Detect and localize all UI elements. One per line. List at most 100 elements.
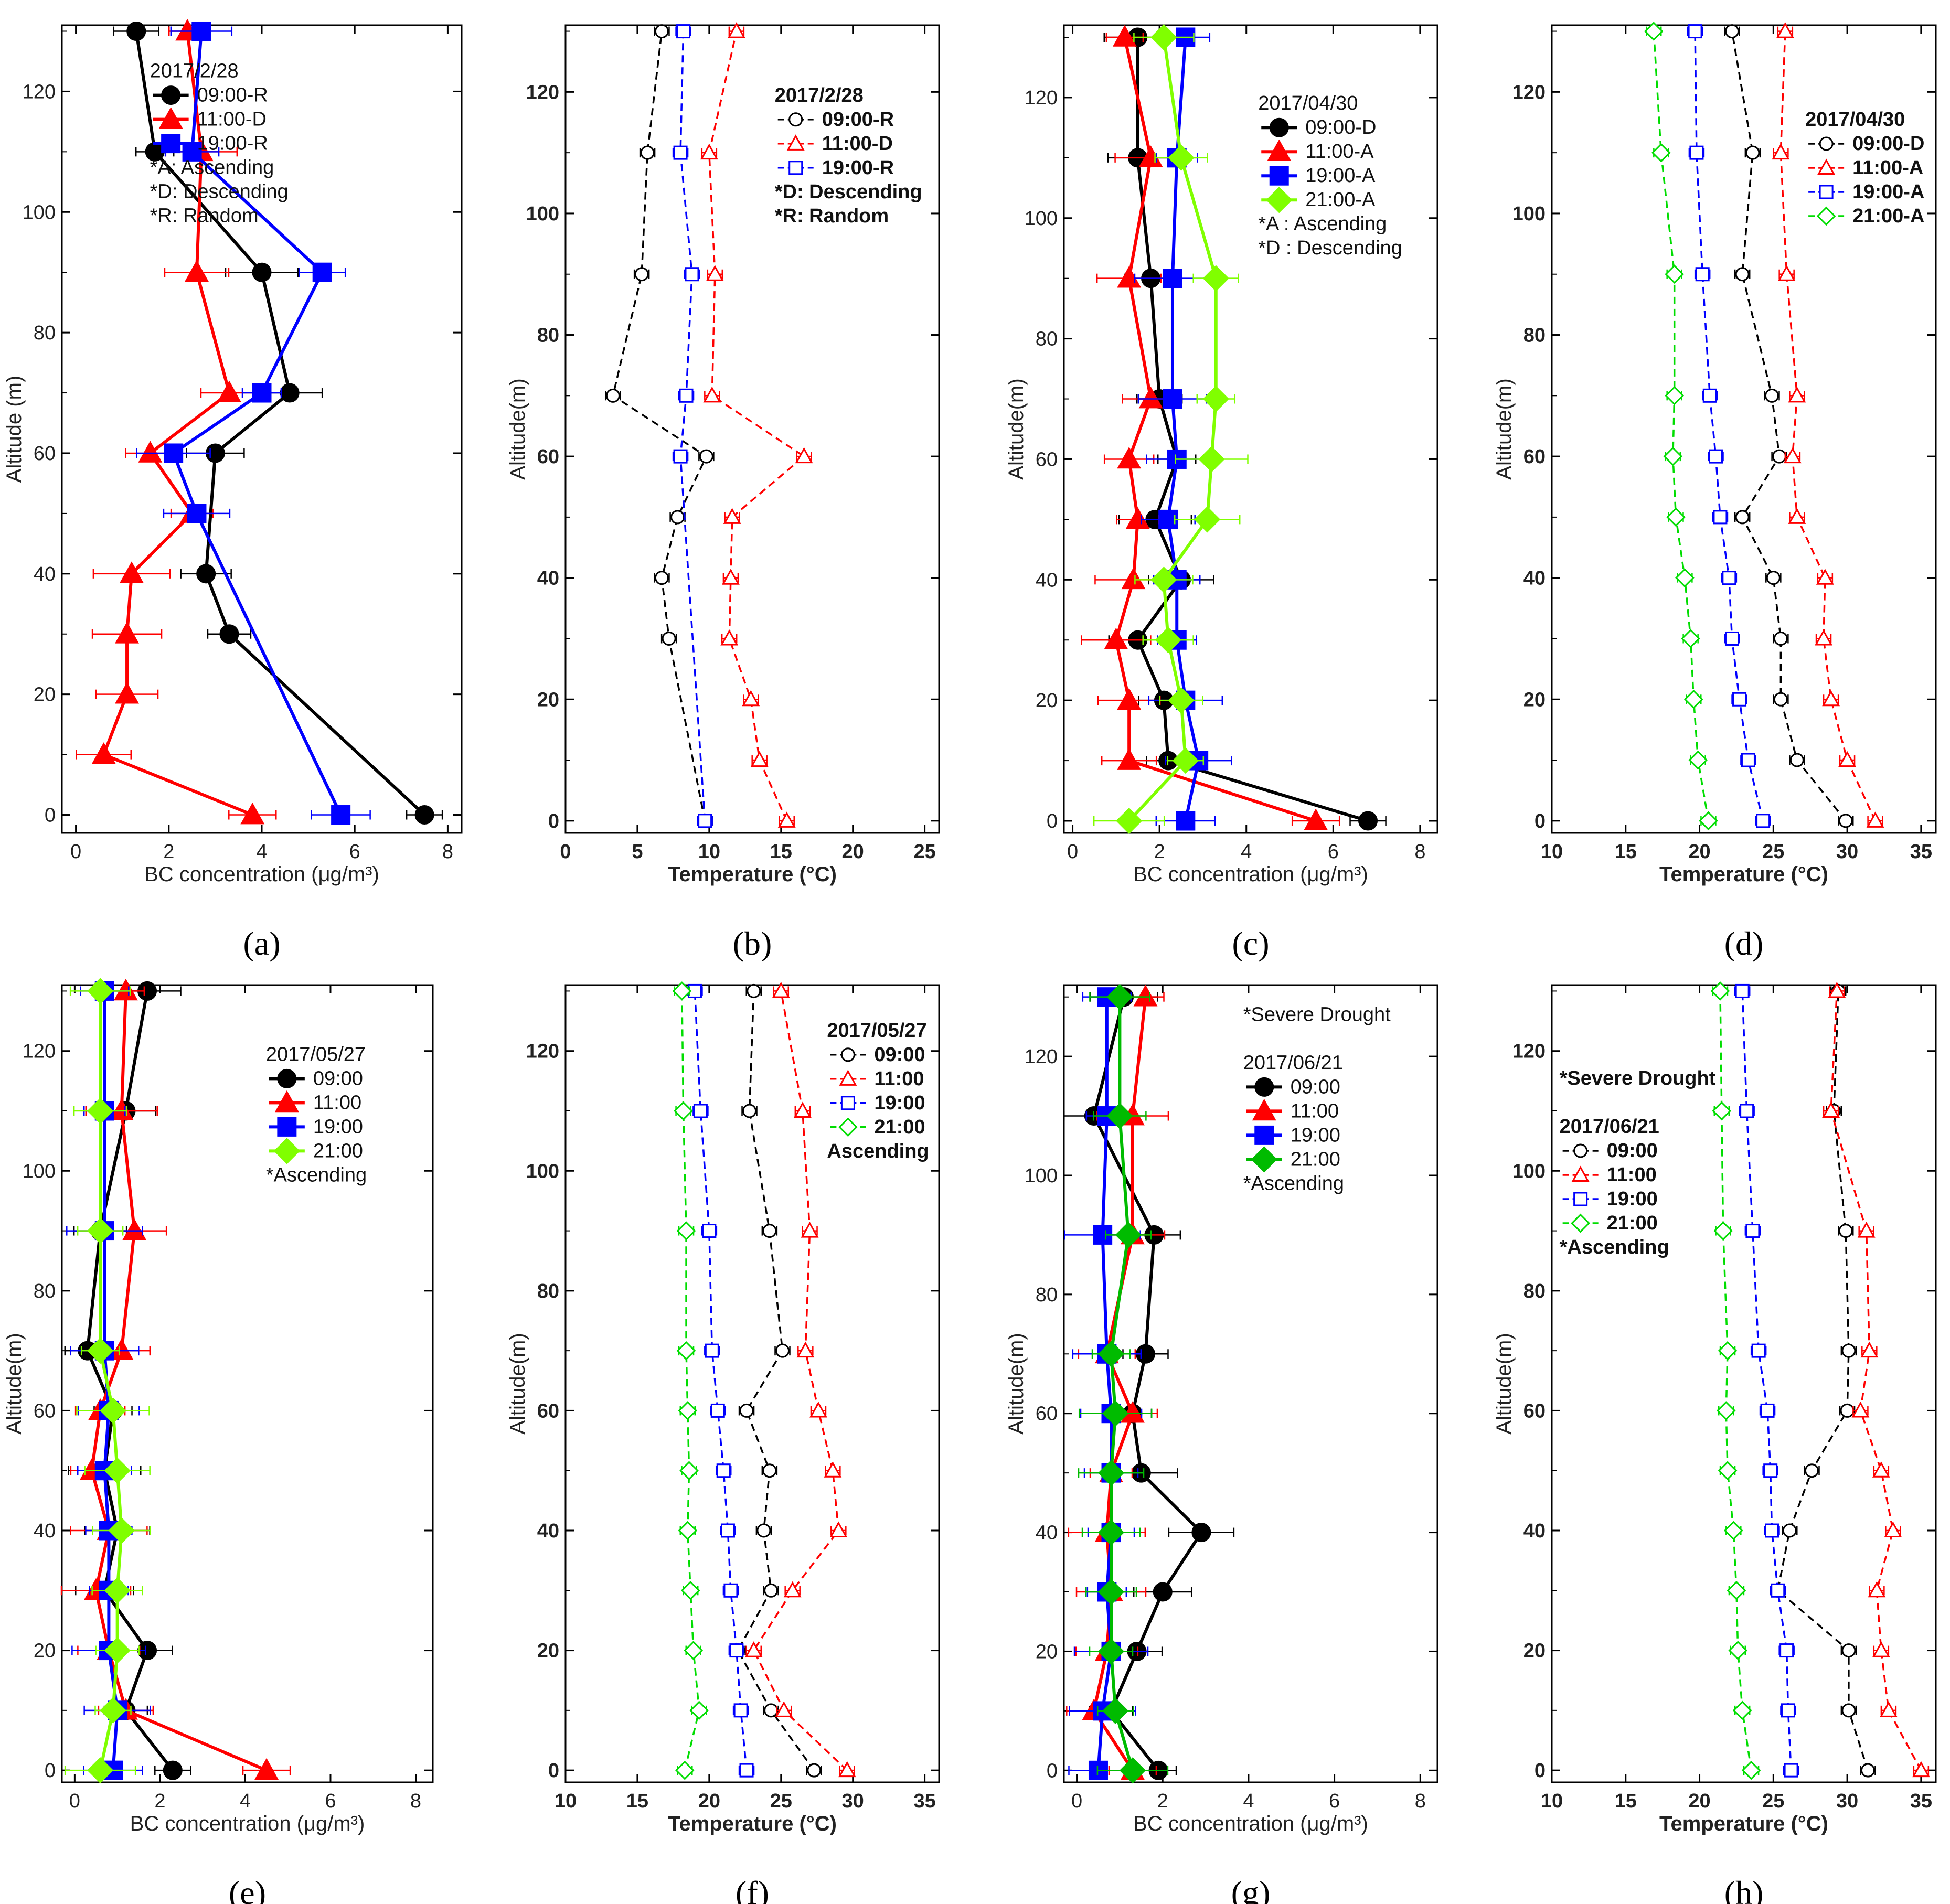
data-point xyxy=(163,1760,183,1780)
plot-frame xyxy=(61,984,434,1783)
data-point xyxy=(240,803,265,825)
data-point xyxy=(1779,1643,1794,1658)
data-point xyxy=(1766,571,1781,585)
data-point xyxy=(1772,449,1787,464)
legend-label: 19:00 xyxy=(313,1116,363,1138)
data-point xyxy=(678,1521,698,1541)
data-point xyxy=(1816,569,1834,585)
x-tick-label: 15 xyxy=(1615,841,1637,863)
y-tick-label: 20 xyxy=(34,684,56,706)
y-tick-label: 120 xyxy=(1512,1041,1546,1063)
legend-label: 19:00-A xyxy=(1305,165,1376,187)
y-axis-label: Altitude(m) xyxy=(1493,1333,1516,1434)
data-point xyxy=(1117,446,1142,469)
data-point xyxy=(1675,568,1695,588)
x-tick-label: 0 xyxy=(69,1790,80,1812)
note-text: *R: Random xyxy=(775,205,889,227)
data-point xyxy=(100,1697,126,1724)
data-point xyxy=(312,262,332,282)
data-point xyxy=(1097,1638,1125,1665)
x-tick-label: 8 xyxy=(1414,841,1425,863)
data-point xyxy=(1777,265,1796,281)
data-point xyxy=(710,1403,725,1418)
data-point xyxy=(1781,1703,1795,1718)
data-point xyxy=(1763,1463,1778,1478)
data-point xyxy=(1683,689,1703,709)
y-tick-label: 100 xyxy=(526,203,559,225)
data-point xyxy=(1106,1103,1133,1129)
annotation-text: *Severe Drought xyxy=(1560,1067,1716,1089)
y-axis-label: Altitude(m) xyxy=(1005,1333,1028,1434)
panel-h: 0 20 40 60 80 100 120 10 15 20 25 30 35 Temperature (… xyxy=(1493,981,1937,1904)
data-point xyxy=(1119,1757,1146,1784)
data-point xyxy=(762,1224,777,1238)
legend-label: 09:00-R xyxy=(197,84,268,106)
data-point xyxy=(676,1341,696,1361)
legend-marker xyxy=(1571,1213,1590,1233)
data-point xyxy=(1168,144,1195,171)
data-point xyxy=(1822,1101,1840,1118)
legend-marker xyxy=(1573,1143,1588,1158)
data-point xyxy=(1851,1401,1870,1418)
legend-label: 21:00-A xyxy=(1305,189,1376,211)
data-point xyxy=(87,1097,114,1125)
legend-marker xyxy=(1816,206,1836,226)
x-tick-label: 10 xyxy=(1541,1790,1563,1812)
legend-marker xyxy=(786,134,805,151)
data-point xyxy=(1912,1761,1930,1778)
data-point xyxy=(1735,267,1750,282)
legend-marker xyxy=(274,1090,299,1113)
y-axis-label: Altitude(m) xyxy=(1005,378,1028,479)
plot-frame xyxy=(1063,24,1438,834)
note-text: *D : Descending xyxy=(1258,237,1402,259)
y-tick-label: 80 xyxy=(537,325,559,347)
data-point xyxy=(1709,449,1723,464)
data-point xyxy=(1868,1581,1886,1598)
series-line xyxy=(1830,991,1922,1771)
data-point xyxy=(1718,1461,1738,1481)
x-tick-label: 8 xyxy=(1415,1790,1426,1812)
y-tick-label: 100 xyxy=(1025,1165,1058,1187)
x-tick-label: 15 xyxy=(626,1790,648,1812)
data-point xyxy=(1117,688,1142,710)
note-text: *R: Random xyxy=(150,205,259,227)
legend-label: 09:00-D xyxy=(1852,133,1924,155)
y-tick-label: 60 xyxy=(537,446,559,468)
data-point xyxy=(217,380,241,402)
data-point xyxy=(108,1517,135,1544)
x-tick-label: 4 xyxy=(256,841,267,863)
legend-label: 11:00 xyxy=(874,1068,924,1090)
data-point xyxy=(1732,692,1747,707)
data-point xyxy=(1695,267,1710,282)
legend-marker xyxy=(1269,166,1289,186)
series-11:00-D xyxy=(700,22,813,828)
legend-label: 19:00-R xyxy=(197,133,268,155)
data-point xyxy=(1102,1697,1129,1724)
data-point xyxy=(1872,1641,1890,1657)
annotation-text: 2017/04/30 xyxy=(1805,109,1905,131)
series-09:00 xyxy=(1770,983,1876,1778)
x-tick-label: 8 xyxy=(410,1790,421,1812)
x-tick-label: 30 xyxy=(1836,1790,1858,1812)
series-line xyxy=(1741,991,1792,1771)
data-point xyxy=(252,262,272,282)
data-point xyxy=(113,978,138,1001)
data-point xyxy=(1776,22,1794,38)
data-point xyxy=(716,1463,731,1478)
data-point xyxy=(723,508,741,524)
y-tick-label: 80 xyxy=(537,1280,559,1302)
note-text: *D: Descending xyxy=(775,181,922,203)
y-tick-label: 60 xyxy=(1036,448,1058,470)
data-point xyxy=(1194,506,1221,533)
x-tick-label: 35 xyxy=(1910,841,1932,863)
x-tick-label: 6 xyxy=(1328,841,1339,863)
x-tick-label: 4 xyxy=(1243,1790,1254,1812)
note-text: *Ascending xyxy=(266,1164,367,1186)
legend-label: 11:00 xyxy=(1291,1100,1339,1122)
data-point xyxy=(705,1343,719,1358)
panel-e: 0 20 40 60 80 100 120 0 2 4 6 8 BC concentration (μg… xyxy=(3,978,434,1904)
data-point xyxy=(104,1457,131,1484)
data-point xyxy=(1838,751,1857,767)
y-tick-label: 80 xyxy=(1036,328,1058,350)
x-tick-label: 10 xyxy=(555,1790,577,1812)
